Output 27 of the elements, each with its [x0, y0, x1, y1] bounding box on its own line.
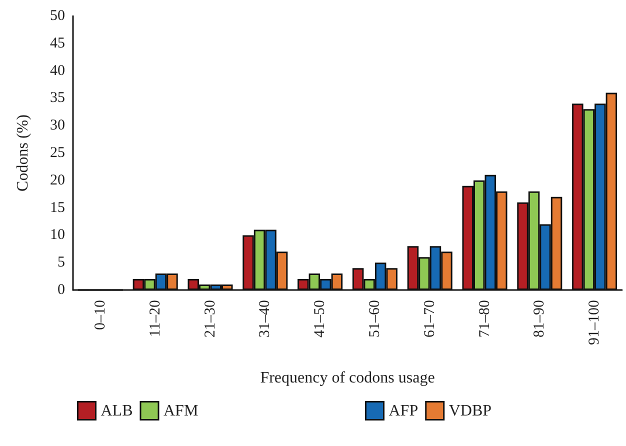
x-tick-label: 41–50 — [312, 300, 328, 338]
y-tick-label: 5 — [58, 254, 65, 271]
y-tick-label: 45 — [50, 35, 65, 52]
y-tick-label: 40 — [50, 62, 65, 79]
y-tick-label: 35 — [50, 90, 65, 106]
y-tick-label: 15 — [50, 200, 65, 216]
x-tick-label: 0–10 — [92, 300, 108, 330]
x-tick-label: 91–100 — [586, 300, 603, 345]
x-tick-label: 21–30 — [202, 300, 218, 338]
x-tick-label: 31–40 — [257, 300, 274, 338]
legend-label: AFP — [388, 402, 418, 420]
x-tick-label: 71–80 — [476, 300, 493, 338]
legend-label: AFM — [164, 402, 198, 420]
x-axis-title: Frequency of codons usage — [260, 370, 435, 386]
x-tick-label: 81–90 — [532, 300, 548, 338]
y-tick-label: 25 — [50, 145, 65, 161]
y-tick-label: 30 — [50, 118, 65, 134]
x-tick-label: 51–60 — [366, 300, 383, 338]
x-tick-label: 11–20 — [147, 300, 164, 337]
y-tick-label: 10 — [50, 227, 65, 244]
y-tick-label: 0 — [58, 282, 65, 298]
x-tick-label: 61–70 — [422, 300, 438, 338]
y-tick-label: 20 — [50, 172, 65, 188]
legend-label: VDBP — [448, 402, 492, 420]
legend-label: ALB — [100, 402, 133, 420]
y-axis-title: Codons (%) — [14, 114, 32, 192]
y-tick-label: 50 — [50, 8, 65, 24]
